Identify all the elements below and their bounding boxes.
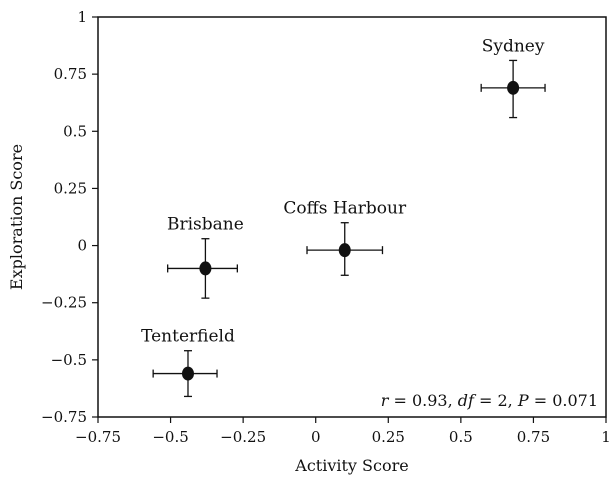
data-point-marker: [507, 80, 520, 95]
x-tick-label: −0.25: [220, 428, 266, 446]
x-tick-label: 1: [601, 428, 611, 446]
data-point-label: Brisbane: [167, 215, 244, 235]
stat-p-value: = 0.071: [529, 391, 598, 410]
stat-df-value: = 2,: [474, 391, 518, 410]
data-point-group: Sydney: [480, 36, 546, 119]
data-point-group: Coffs Harbour: [283, 199, 407, 276]
y-tick-label: 0.25: [54, 179, 87, 197]
y-tick-label: 1: [77, 8, 87, 26]
data-point-marker: [338, 243, 351, 258]
y-tick-label: −0.5: [51, 351, 87, 369]
y-tick-label: 0.75: [54, 65, 87, 83]
stat-r-symbol: r: [381, 391, 390, 410]
y-tick-label: 0.5: [63, 122, 87, 140]
x-tick-label: −0.75: [75, 428, 121, 446]
stats-annotation: r = 0.93, df = 2, P = 0.071: [381, 391, 598, 410]
x-tick-label: −0.5: [152, 428, 188, 446]
data-point-group: Brisbane: [167, 215, 244, 299]
x-tick-label: 0.5: [449, 428, 473, 446]
data-point-label: Tenterfield: [141, 327, 235, 347]
y-tick-label: −0.75: [41, 408, 87, 426]
y-tick-label: 0: [77, 237, 87, 255]
data-point-label: Coffs Harbour: [283, 199, 407, 219]
stat-df-symbol: df: [458, 391, 477, 410]
data-point-label: Sydney: [482, 36, 545, 56]
y-axis-ticks: −0.75 −0.5 −0.25 0 0.25 0.5 0.75 1: [41, 8, 98, 426]
y-axis-title: Exploration Score: [7, 144, 26, 290]
x-tick-label: 0: [311, 428, 321, 446]
x-axis-ticks: −0.75 −0.5 −0.25 0 0.25 0.5 0.75 1: [75, 417, 611, 446]
x-axis-title: Activity Score: [294, 456, 408, 475]
data-point-marker: [181, 366, 194, 381]
x-tick-label: 0.25: [372, 428, 405, 446]
stat-p-symbol: P: [517, 391, 529, 410]
stat-r-value: = 0.93,: [388, 391, 457, 410]
data-point-group: Tenterfield: [141, 327, 235, 398]
x-tick-label: 0.75: [517, 428, 550, 446]
plot-frame: [97, 16, 607, 418]
data-points: Sydney Coffs Harbour Brisbane Tenterfield: [141, 36, 546, 398]
data-point-marker: [199, 261, 212, 276]
y-tick-label: −0.25: [41, 294, 87, 312]
